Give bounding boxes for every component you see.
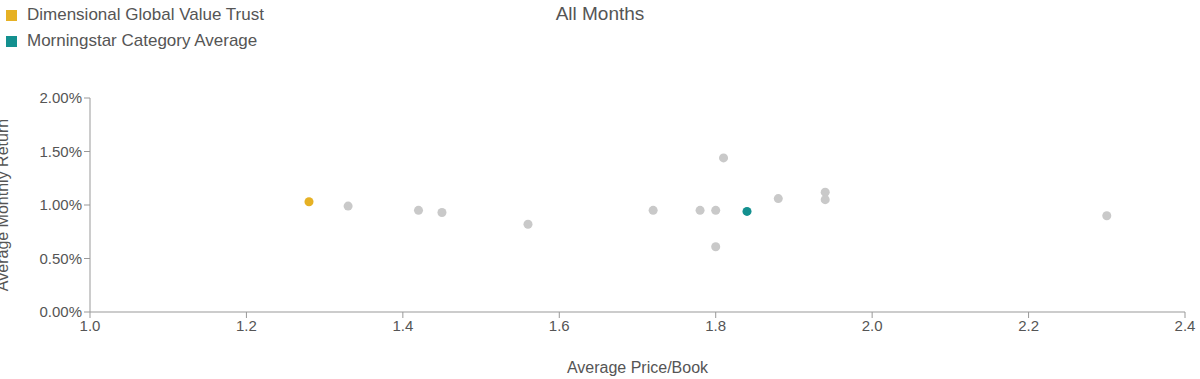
svg-text:2.2: 2.2 [1018, 317, 1039, 334]
html-text:Morningstar Category Average: Morningstar Category Average [27, 31, 258, 50]
svg-text:0.00%: 0.00% [39, 303, 82, 320]
html-text:All Months: All Months [555, 3, 645, 24]
svg-text:Average Price/Book: Average Price/Book [567, 359, 709, 376]
svg-text:1.50%: 1.50% [39, 143, 82, 160]
svg-text:1.0: 1.0 [80, 317, 101, 334]
svg-text:1.8: 1.8 [705, 317, 726, 334]
svg-text:2.4: 2.4 [1175, 317, 1192, 334]
svg-text:1.00%: 1.00% [39, 196, 82, 213]
svg-text:1.6: 1.6 [549, 317, 570, 334]
svg-text:Average Monthly Return: Average Monthly Return [8, 119, 11, 291]
svg-text:2.00%: 2.00% [39, 89, 82, 106]
svg-text:1.4: 1.4 [392, 317, 413, 334]
svg-text:1.2: 1.2 [236, 317, 257, 334]
html-text:Dimensional Global Value Trust: Dimensional Global Value Trust [27, 5, 264, 24]
svg-text:2.0: 2.0 [862, 317, 883, 334]
svg-text:0.50%: 0.50% [39, 250, 82, 267]
